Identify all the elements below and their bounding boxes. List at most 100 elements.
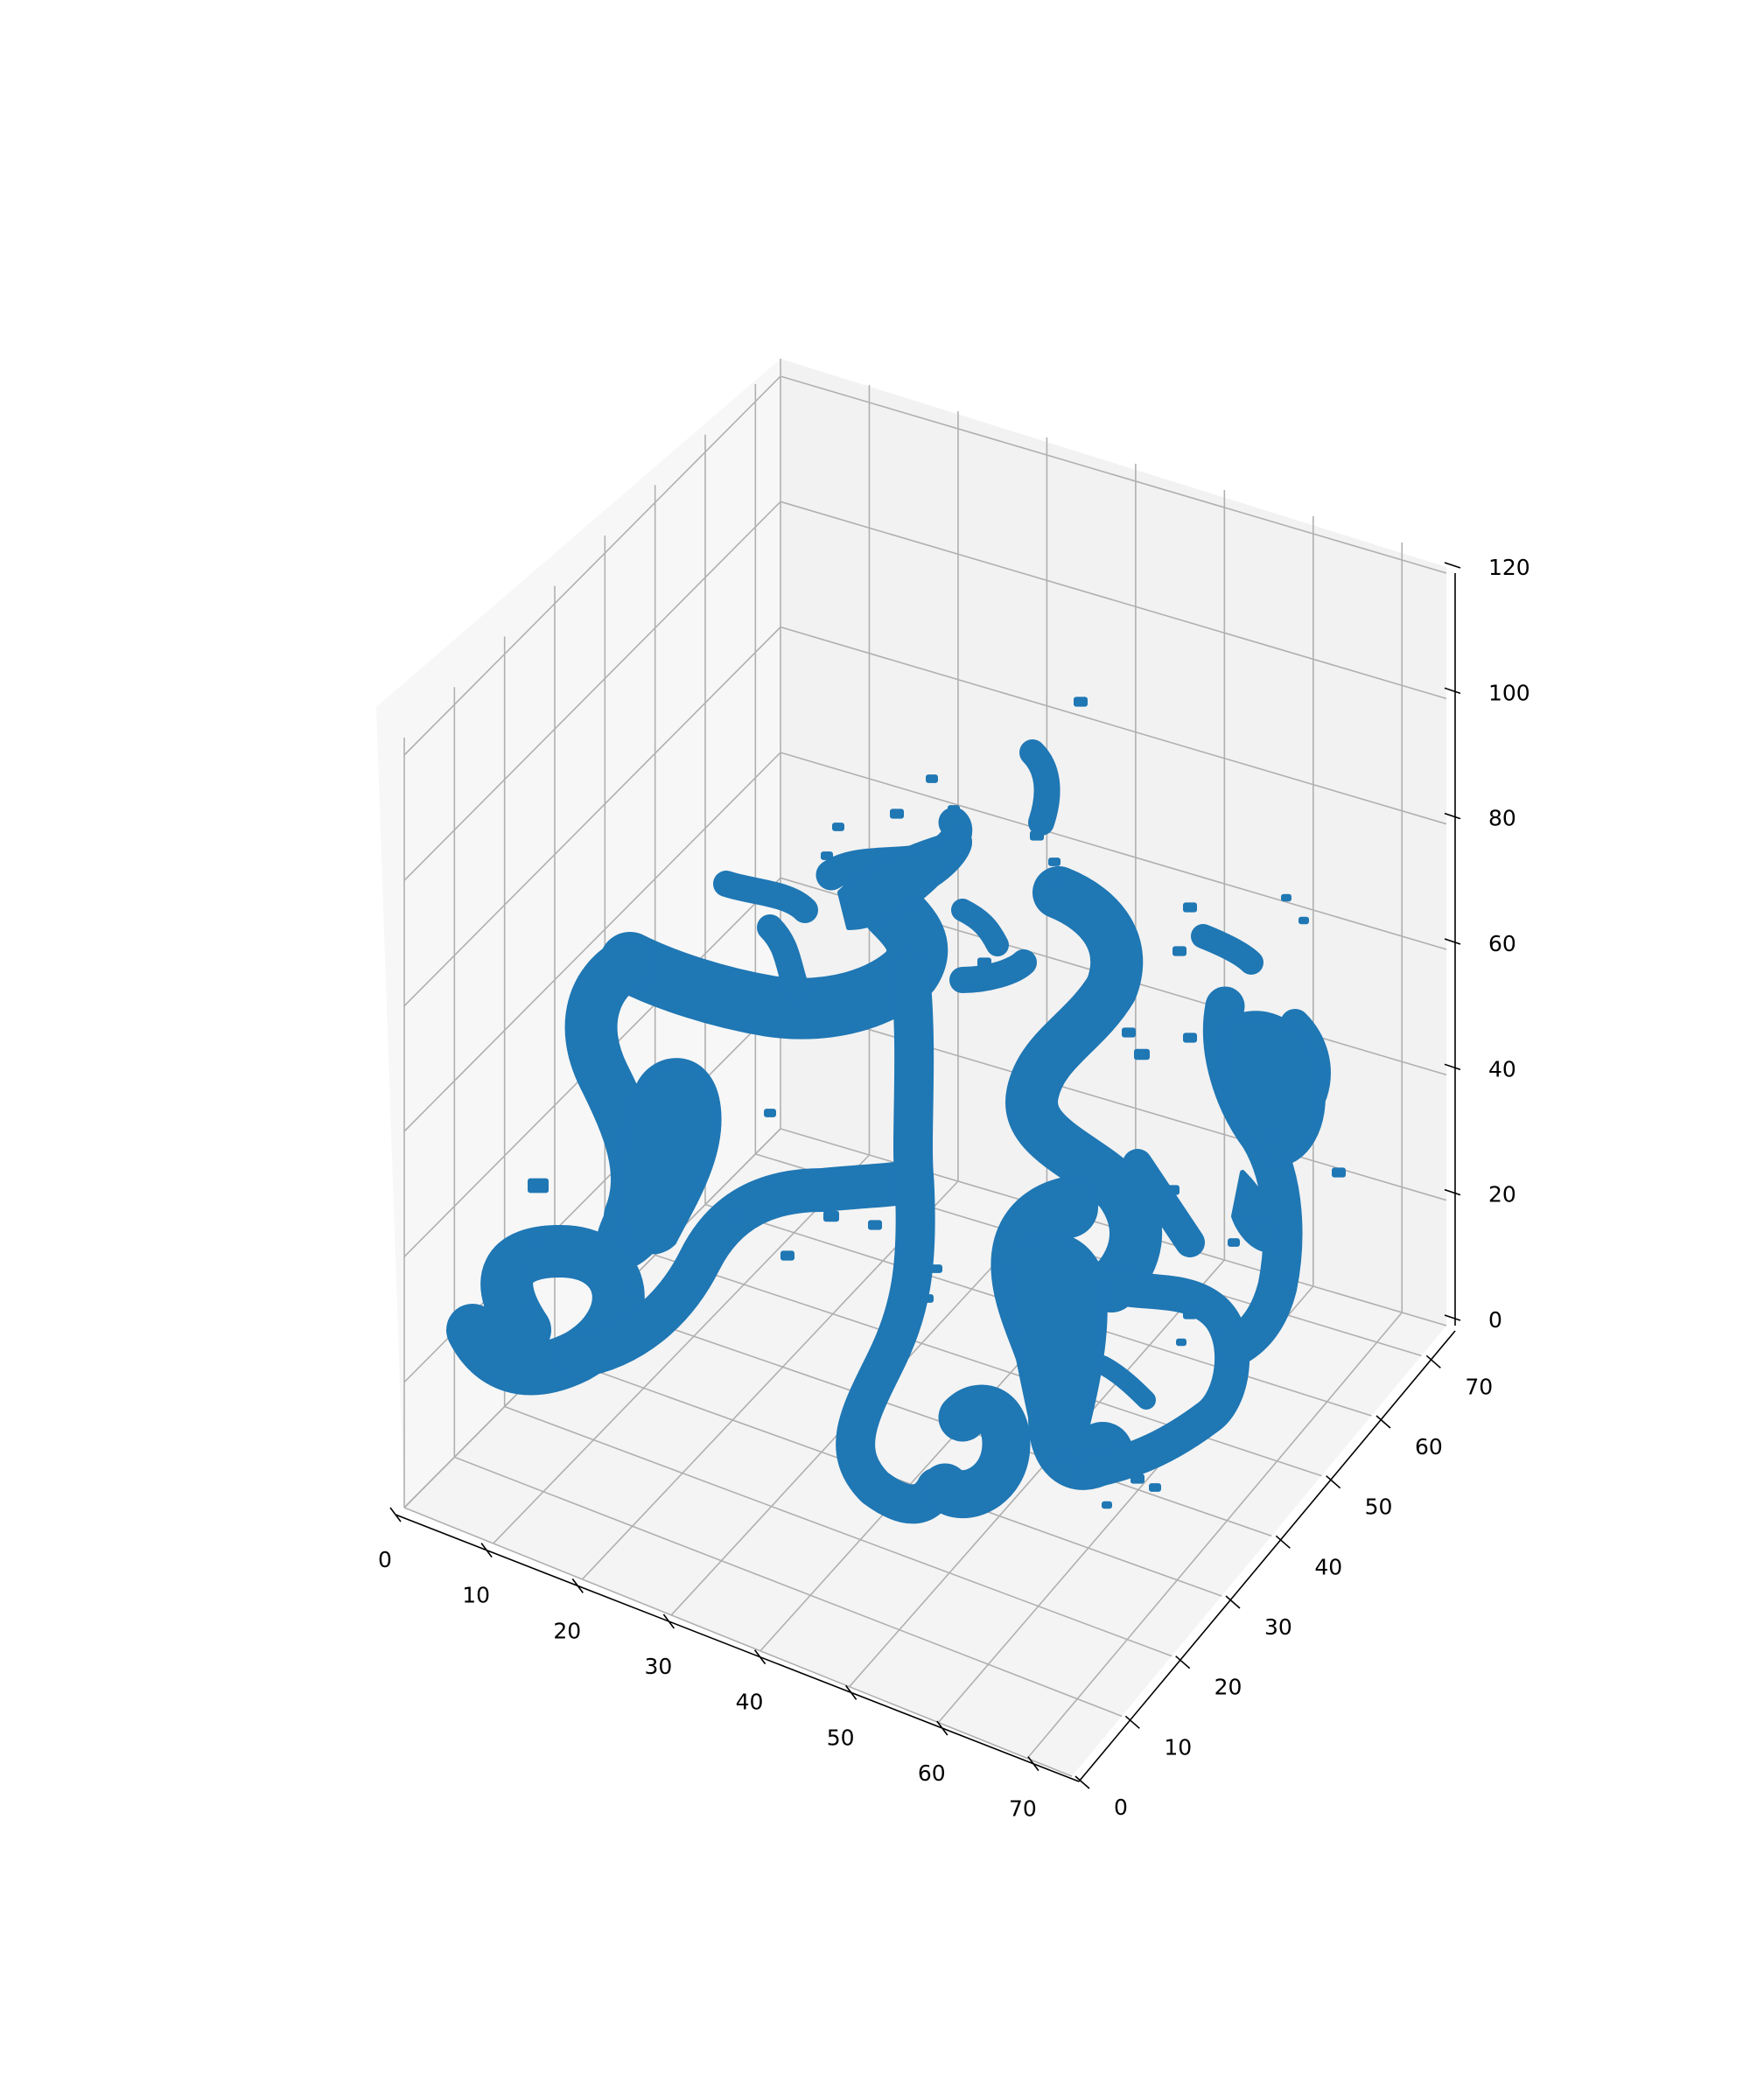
x-tick-mark: [480, 1543, 493, 1558]
x-tick-label: 20: [553, 1618, 581, 1643]
x-tick-label: 0: [378, 1547, 392, 1572]
y-tick-mark: [1376, 1415, 1391, 1429]
voxel-fragment: [1332, 1167, 1346, 1178]
voxel-fragment: [1096, 1282, 1109, 1291]
y-tick-label: 30: [1264, 1614, 1292, 1640]
voxel-tube: [757, 914, 809, 1002]
voxel-fragment: [1030, 830, 1044, 841]
voxel-fragment: [926, 774, 938, 783]
voxel-fragment: [1074, 696, 1088, 707]
y-grid-line: [504, 1405, 1172, 1657]
z-grid-line: [403, 752, 1447, 1132]
voxel-fragment: [1166, 1185, 1180, 1195]
voxel-fragment: [780, 1250, 794, 1261]
voxel-tube: [1005, 866, 1163, 1312]
z-tick-mark: [1444, 812, 1461, 820]
x-tick-label: 60: [918, 1760, 946, 1786]
z-tick-label: 20: [1488, 1182, 1516, 1208]
voxel-fragment: [528, 1178, 549, 1194]
voxel-tube: [836, 951, 956, 1524]
y-tick-mark: [1175, 1656, 1191, 1670]
z-grid-line: [403, 626, 1447, 1007]
voxel-fragment: [1149, 1483, 1161, 1492]
voxel-fragment: [1054, 879, 1064, 888]
z-tick-mark: [1444, 562, 1461, 569]
z-grid-line: [403, 375, 1447, 756]
voxel-fragment: [1176, 1338, 1186, 1347]
voxel-tube: [951, 899, 1009, 956]
voxel-fragment: [1130, 1474, 1144, 1484]
y-tick-mark: [1425, 1354, 1441, 1368]
voxel-fragment: [732, 1211, 746, 1222]
voxel-tube: [446, 1225, 645, 1396]
x-grid-line: [493, 1154, 871, 1544]
x-grid-line: [1026, 1312, 1403, 1760]
voxel-fragment: [977, 957, 991, 968]
y-tick-mark: [1124, 1715, 1140, 1729]
y-axis-line: [1078, 1330, 1456, 1782]
voxel-cluster: [837, 829, 972, 930]
z-tick-mark: [1444, 1314, 1461, 1321]
y-tick-label: 10: [1164, 1734, 1192, 1760]
y-tick-mark: [1326, 1475, 1341, 1489]
y-grid-line: [454, 1456, 1123, 1718]
voxel-cluster: [1231, 1170, 1280, 1252]
z-tick-mark: [1444, 938, 1461, 945]
voxel-fragment: [1298, 916, 1309, 925]
x-tick-label: 10: [462, 1583, 490, 1608]
x-tick-mark: [1027, 1756, 1040, 1772]
y-axis-ticks: 0 10 20 30 40 50 60 70: [1074, 1354, 1493, 1820]
x-tick-label: 50: [827, 1725, 855, 1750]
y-tick-label: 20: [1214, 1675, 1242, 1700]
x-tick-label: 30: [644, 1654, 672, 1679]
voxel-fragment: [890, 808, 904, 819]
voxel-fragment: [1048, 858, 1060, 866]
z-tick-mark: [1444, 1063, 1461, 1071]
y-tick-label: 70: [1465, 1374, 1493, 1399]
x-tick-mark: [571, 1578, 584, 1593]
y-tick-mark: [1074, 1775, 1090, 1789]
y-grid-line: [654, 1254, 1322, 1477]
x-tick-mark: [936, 1720, 948, 1736]
voxel-fragment: [1102, 1501, 1112, 1509]
y-tick-label: 60: [1415, 1434, 1443, 1460]
x-tick-label: 70: [1009, 1796, 1037, 1822]
z-tick-mark: [1444, 687, 1461, 695]
z-tick-label: 0: [1488, 1307, 1502, 1333]
z-grid-line: [403, 500, 1447, 881]
x-axis-ticks: 0 10 20 30 40 50 60 70: [378, 1507, 1040, 1822]
voxel-cluster: [1004, 1233, 1108, 1460]
y-tick-label: 50: [1365, 1494, 1393, 1520]
voxel-fragment: [1245, 1216, 1257, 1225]
voxel-fragment: [823, 1210, 839, 1222]
voxel-fragment: [624, 1282, 636, 1291]
voxel-cluster: [1221, 1011, 1326, 1166]
voxel-tube: [1191, 924, 1264, 975]
voxel-fragment: [1172, 946, 1186, 956]
voxel-fragment: [821, 851, 833, 860]
voxel-fragment: [1280, 1273, 1292, 1282]
z-tick-label: 100: [1488, 680, 1530, 705]
voxel-fragment: [1122, 1027, 1136, 1038]
voxel-fragment: [1266, 1132, 1280, 1143]
voxel-fragment: [1183, 1032, 1197, 1043]
voxel-fragment: [1183, 902, 1197, 913]
x-tick-mark: [389, 1507, 402, 1522]
voxel-tube: [1123, 1149, 1205, 1257]
voxel-structure: [446, 696, 1346, 1524]
voxel-fragment: [1228, 1238, 1240, 1247]
z-tick-label: 120: [1488, 555, 1530, 580]
voxel-tube: [599, 879, 948, 1040]
voxel-tube: [1019, 739, 1060, 836]
x-tick-label: 40: [736, 1690, 764, 1715]
voxel-fragment: [1183, 1309, 1197, 1320]
voxel-fragment: [524, 1306, 535, 1315]
x-grid-line: [849, 1259, 1225, 1688]
voxel-fragment: [868, 1220, 882, 1230]
voxel-cluster: [615, 1058, 722, 1255]
z-tick-label: 40: [1488, 1056, 1516, 1082]
voxel-fragment: [921, 1294, 934, 1303]
z-tick-label: 80: [1488, 806, 1516, 831]
voxel-tube: [949, 949, 1037, 993]
